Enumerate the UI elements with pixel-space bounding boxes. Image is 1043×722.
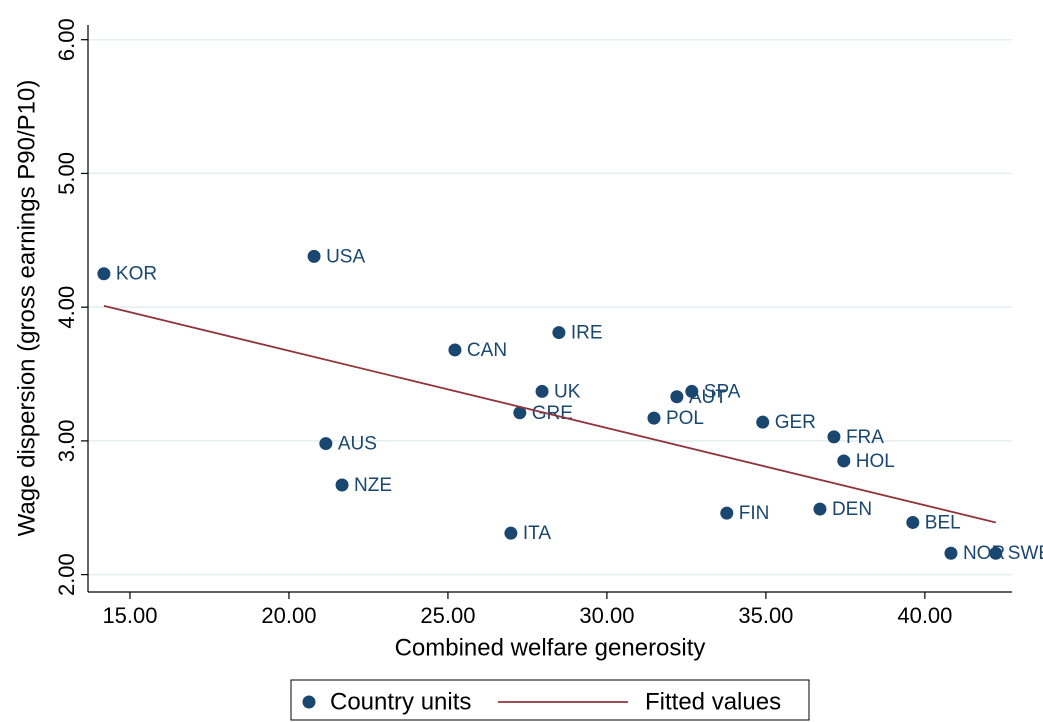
point-label: SWE [1008, 543, 1043, 564]
point-label: FRA [846, 427, 884, 448]
legend-label: Country units [330, 688, 471, 715]
data-point [307, 249, 321, 263]
data-point [647, 411, 661, 425]
x-tick-label: 15.00 [102, 603, 157, 628]
legend-box [290, 679, 810, 721]
x-tick-label: 20.00 [261, 603, 316, 628]
x-tick-label: 30.00 [579, 603, 634, 628]
data-point [552, 326, 566, 340]
y-tick-label: 3.00 [54, 419, 79, 462]
x-axis-label: Combined welfare generosity [395, 634, 706, 661]
y-tick-label: 4.00 [54, 286, 79, 329]
data-point [97, 267, 111, 281]
data-point [837, 454, 851, 468]
data-point [448, 343, 462, 357]
point-label: HOL [856, 451, 895, 472]
point-label: DEN [832, 499, 872, 520]
y-tick-label: 2.00 [54, 553, 79, 596]
point-label: AUT [689, 387, 727, 408]
point-label: GRE [532, 403, 573, 424]
point-label: USA [326, 246, 365, 267]
point-label: KOR [116, 264, 157, 285]
data-point [906, 515, 920, 529]
data-point [813, 502, 827, 516]
x-tick-label: 25.00 [420, 603, 475, 628]
fitted-line [103, 304, 996, 524]
point-label: SPA [704, 381, 741, 402]
data-point [335, 478, 349, 492]
x-tick-label: 35.00 [738, 603, 793, 628]
point-label: GER [775, 412, 816, 433]
y-axis-label: Wage dispersion (gross earnings P90/P10) [13, 80, 40, 537]
x-tick-label: 40.00 [897, 603, 952, 628]
y-tick-label: 6.00 [54, 18, 79, 61]
data-point [319, 437, 333, 451]
data-point [989, 546, 1003, 560]
point-label: BEL [925, 512, 961, 533]
data-point [756, 415, 770, 429]
data-point [670, 390, 684, 404]
point-label: POL [666, 408, 704, 429]
data-point [513, 406, 527, 420]
point-label: UK [554, 381, 581, 402]
legend-label: Fitted values [645, 688, 781, 715]
data-point [944, 546, 958, 560]
point-label: NZE [354, 475, 392, 496]
data-point [685, 384, 699, 398]
data-point [504, 526, 518, 540]
point-label: FIN [739, 503, 770, 524]
data-point [535, 384, 549, 398]
point-label: CAN [467, 340, 507, 361]
y-tick-label: 5.00 [54, 152, 79, 195]
point-label: AUS [338, 434, 377, 455]
data-point [827, 430, 841, 444]
point-label: IRE [571, 323, 603, 344]
data-point [720, 506, 734, 520]
legend-marker [302, 695, 316, 709]
point-label: ITA [523, 523, 551, 544]
